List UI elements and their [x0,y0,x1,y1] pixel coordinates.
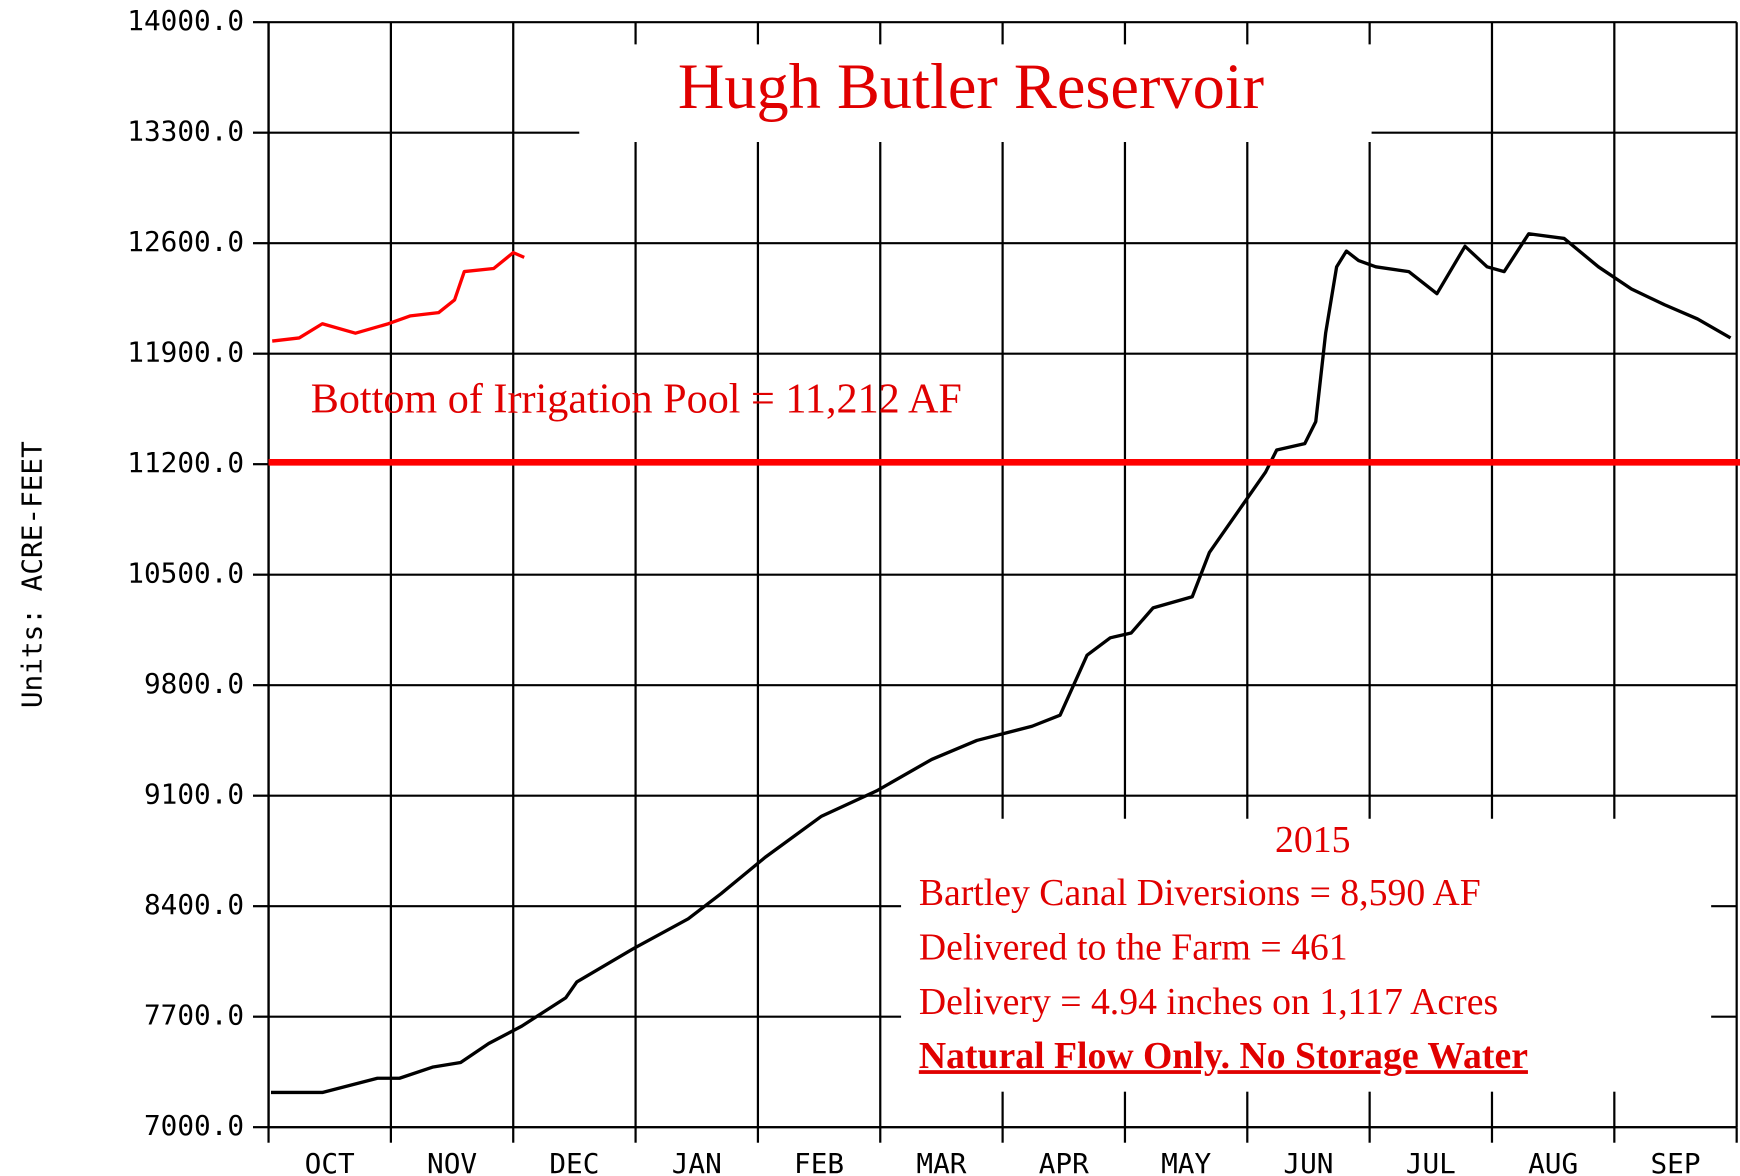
annotation-line: Delivery = 4.94 inches on 1,117 Acres [919,981,1498,1023]
chart-title: Hugh Butler Reservoir [678,51,1264,122]
x-tick-label: JUL [1406,1147,1456,1176]
x-tick-label: APR [1039,1147,1089,1176]
y-axis-label: Units: ACRE-FEET [15,441,48,708]
x-tick-label: SEP [1650,1147,1700,1176]
x-tick-label: JUN [1283,1147,1333,1176]
y-tick-label: 7700.0 [144,999,244,1032]
annotation-emphasis: Natural Flow Only. No Storage Water [919,1035,1528,1077]
hline-label: Bottom of Irrigation Pool = 11,212 AF [311,375,962,422]
y-tick-label: 13300.0 [127,115,244,148]
annotation-bg [901,818,1712,1092]
annotation-year: 2015 [1275,819,1350,861]
annotation-line: Delivered to the Farm = 461 [919,926,1348,968]
x-tick-label: DEC [549,1147,599,1176]
y-tick-label: 8400.0 [144,888,244,921]
x-tick-label: OCT [305,1147,355,1176]
y-tick-label: 7000.0 [144,1109,244,1142]
y-tick-label: 12600.0 [127,225,244,258]
y-tick-label: 11900.0 [127,336,244,369]
x-tick-label: FEB [794,1147,844,1176]
y-tick-label: 11200.0 [127,446,244,479]
y-tick-label: 9100.0 [144,778,244,811]
x-tick-label: NOV [427,1147,477,1176]
line-series [270,232,1732,1095]
y-tick-label: 14000.0 [127,4,244,37]
x-tick-label: JAN [672,1147,722,1176]
x-tick-label: MAY [1161,1147,1211,1176]
y-tick-label: 9800.0 [144,667,244,700]
annotation-line: Bartley Canal Diversions = 8,590 AF [919,872,1481,914]
title-bg [579,44,1372,143]
marks [268,232,1740,1095]
x-tick-label: AUG [1528,1147,1578,1176]
x-tick-label: MAR [916,1147,966,1176]
y-tick-label: 10500.0 [127,557,244,590]
line-series [272,250,525,343]
